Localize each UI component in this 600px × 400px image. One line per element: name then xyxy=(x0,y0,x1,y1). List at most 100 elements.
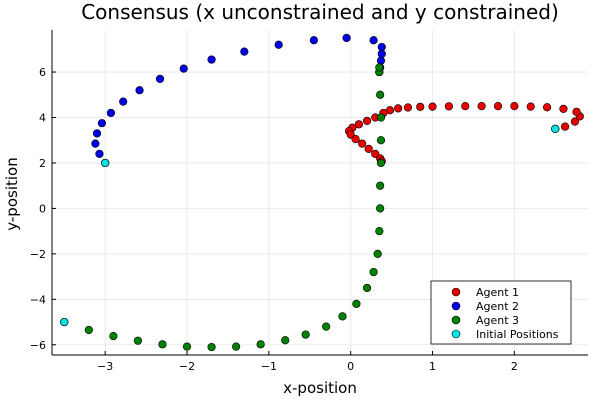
y-tick-label: −4 xyxy=(30,293,46,306)
data-point-agent-1 xyxy=(354,120,363,129)
data-point-agent-2 xyxy=(377,49,386,58)
legend-label-agent-2: Agent 2 xyxy=(476,300,519,313)
data-point-agent-1 xyxy=(394,104,403,113)
data-point-initial-positions xyxy=(551,124,560,133)
data-point-initial-positions xyxy=(101,158,110,168)
data-point-agent-1 xyxy=(493,102,503,111)
data-point-agent-1 xyxy=(559,104,568,113)
data-point-agent-3 xyxy=(375,63,384,72)
legend-marker-agent-3 xyxy=(451,315,461,325)
data-point-agent-3 xyxy=(376,204,385,213)
data-point-agent-1 xyxy=(477,102,486,111)
data-point-agent-1 xyxy=(428,102,437,111)
tick-labels: −3 −2 −1 0 1 2 −6 −4 −2 0 2 4 6 xyxy=(30,66,518,373)
data-point-agent-3 xyxy=(375,227,384,236)
grid xyxy=(52,30,588,355)
x-axis-label: x-position xyxy=(283,379,357,397)
data-point-agent-2 xyxy=(376,56,386,65)
legend-marker-initial-positions xyxy=(451,329,461,339)
data-point-agent-3 xyxy=(207,342,216,352)
data-point-agent-3 xyxy=(376,113,386,122)
data-point-agent-2 xyxy=(92,129,102,138)
data-point-agent-2 xyxy=(95,149,104,158)
y-tick-label: 4 xyxy=(39,112,46,125)
series-agent-2 xyxy=(91,33,386,168)
series-initial-positions xyxy=(60,124,560,327)
data-point-agent-2 xyxy=(369,36,378,45)
data-point-agent-2 xyxy=(155,74,165,83)
data-point-agent-1 xyxy=(510,102,519,111)
data-point-agent-2 xyxy=(97,119,107,128)
x-tick-label: −1 xyxy=(261,360,277,373)
y-tick-label: −2 xyxy=(30,248,46,261)
x-tick-label: 1 xyxy=(429,360,436,373)
data-point-agent-3 xyxy=(376,181,385,190)
data-point-agent-3 xyxy=(352,299,361,308)
data-point-agent-1 xyxy=(351,134,360,144)
chart-title: Consensus (x unconstrained and y constra… xyxy=(81,0,559,24)
data-point-agent-1 xyxy=(416,102,425,111)
x-tick-label: −3 xyxy=(97,360,113,373)
axes xyxy=(51,30,588,356)
x-tick-label: −2 xyxy=(179,360,195,373)
data-point-agent-3 xyxy=(182,342,192,351)
y-tick-label: 0 xyxy=(39,202,46,215)
series-agent-1 xyxy=(344,102,584,166)
data-point-agent-2 xyxy=(91,139,100,148)
y-tick-label: −6 xyxy=(30,339,46,352)
data-point-agent-3 xyxy=(376,90,385,99)
y-axis-label: y-position xyxy=(3,157,21,230)
data-point-agent-2 xyxy=(119,97,128,106)
data-point-agent-1 xyxy=(542,103,552,112)
data-point-agent-3 xyxy=(376,158,386,168)
data-point-agent-3 xyxy=(301,330,310,339)
data-point-agent-2 xyxy=(106,108,116,118)
x-tick-label: 2 xyxy=(511,360,518,373)
data-point-agent-1 xyxy=(362,116,372,126)
legend-marker-agent-2 xyxy=(451,301,461,311)
data-point-agent-1 xyxy=(444,102,453,111)
data-point-agent-3 xyxy=(256,340,265,349)
legend-label-agent-3: Agent 3 xyxy=(476,314,519,327)
data-point-agent-1 xyxy=(364,144,373,153)
data-point-agent-3 xyxy=(373,249,382,258)
y-tick-label: 2 xyxy=(39,157,46,170)
data-point-agent-3 xyxy=(322,322,331,331)
x-tick-label: 0 xyxy=(347,360,354,373)
data-point-agent-1 xyxy=(403,103,413,112)
legend-marker-agent-1 xyxy=(451,287,461,297)
legend-label-agent-1: Agent 1 xyxy=(476,286,519,299)
y-tick-label: 6 xyxy=(39,66,46,79)
series-agent-3 xyxy=(60,63,386,352)
data-point-agent-3 xyxy=(158,340,167,349)
data-point-agent-1 xyxy=(461,102,470,111)
data-point-agent-2 xyxy=(309,36,318,45)
data-point-agent-2 xyxy=(179,64,188,73)
data-point-agent-1 xyxy=(570,117,580,126)
data-point-agent-2 xyxy=(207,55,216,64)
data-point-agent-1 xyxy=(358,139,367,148)
data-point-agent-3 xyxy=(281,336,290,345)
data-point-agent-3 xyxy=(84,325,93,335)
data-point-agent-1 xyxy=(526,102,535,111)
data-point-agent-2 xyxy=(240,47,249,56)
data-point-agent-1 xyxy=(572,107,581,116)
data-point-agent-3 xyxy=(376,136,386,145)
data-point-agent-2 xyxy=(135,86,144,95)
data-point-initial-positions xyxy=(60,317,69,327)
data-point-agent-2 xyxy=(342,33,351,43)
data-point-agent-2 xyxy=(274,40,283,49)
data-point-agent-3 xyxy=(133,336,143,345)
data-point-agent-3 xyxy=(109,332,118,341)
data-point-agent-3 xyxy=(338,312,347,321)
data-point-agent-3 xyxy=(369,267,378,277)
data-point-agent-3 xyxy=(362,283,372,293)
data-point-agent-1 xyxy=(560,122,570,131)
data-points xyxy=(60,33,584,352)
data-point-agent-3 xyxy=(232,342,241,351)
legend-label-initial-positions: Initial Positions xyxy=(476,328,559,341)
data-point-agent-2 xyxy=(377,42,386,52)
